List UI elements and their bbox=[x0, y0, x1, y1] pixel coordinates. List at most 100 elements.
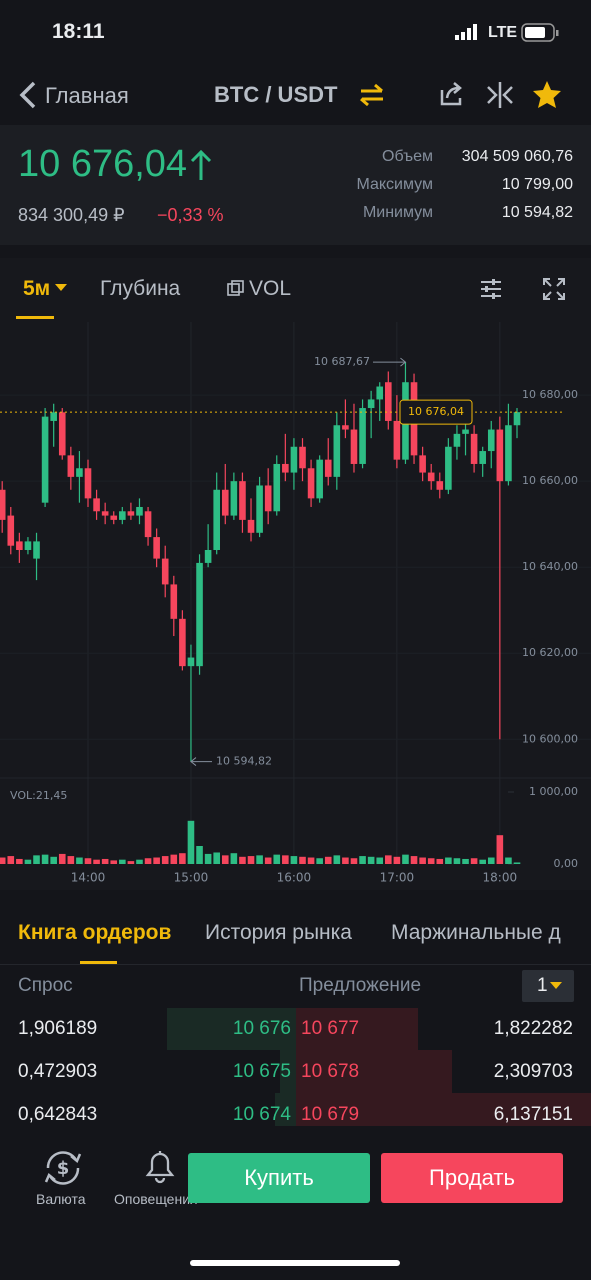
ask-depth-bar bbox=[296, 1093, 591, 1126]
volume-bar bbox=[273, 854, 281, 864]
settings-icon[interactable] bbox=[479, 277, 503, 301]
alerts-icon[interactable] bbox=[143, 1148, 177, 1184]
vol-tab[interactable]: VOL bbox=[249, 277, 292, 300]
share-icon[interactable] bbox=[438, 80, 466, 108]
candle-body bbox=[487, 429, 495, 452]
candle-body bbox=[359, 408, 366, 464]
candle-body bbox=[342, 425, 349, 430]
candle-body bbox=[119, 511, 126, 520]
stat-label: Минимум bbox=[362, 204, 433, 221]
candle-body bbox=[204, 550, 212, 563]
precision-select[interactable] bbox=[522, 970, 574, 1002]
candle-body bbox=[170, 584, 178, 619]
candle-body bbox=[179, 618, 186, 667]
volume-bar bbox=[350, 858, 358, 864]
volume-tick-label: 1 000,00 bbox=[529, 785, 578, 798]
precision-value[interactable]: 1 bbox=[537, 975, 548, 996]
candle-body bbox=[76, 468, 83, 477]
back-icon[interactable] bbox=[16, 80, 38, 110]
bid-amount: 0,642843 bbox=[18, 1104, 98, 1125]
candle-body bbox=[144, 511, 152, 538]
volume-bar bbox=[230, 853, 238, 864]
candlestick-chart: 14:00 15:00 16:00 17:00 18:00 10 680,00 10 660… bbox=[0, 322, 591, 885]
candle-body bbox=[50, 412, 57, 421]
ask-price: 10 677 bbox=[301, 1018, 360, 1039]
volume-bar bbox=[247, 856, 255, 864]
candle-body bbox=[33, 541, 40, 559]
x-tick-label: 17:00 bbox=[380, 871, 415, 885]
volume-bar bbox=[402, 854, 409, 864]
last-price: 10 676,04 bbox=[18, 143, 188, 185]
currency-icon[interactable]: $ bbox=[40, 1148, 86, 1188]
candle-body bbox=[282, 463, 289, 473]
volume-bar bbox=[239, 856, 246, 864]
pair-title[interactable]: BTC / USDT bbox=[214, 82, 338, 107]
order-book-tab[interactable]: Маржинальные д bbox=[391, 921, 561, 944]
volume-bar bbox=[299, 856, 306, 864]
ask-price: 10 678 bbox=[301, 1061, 360, 1082]
volume-bar bbox=[462, 858, 469, 864]
ask-header: Предложение bbox=[299, 975, 422, 996]
candle-body bbox=[58, 412, 66, 456]
fullscreen-icon[interactable] bbox=[542, 277, 566, 301]
stat-value: 10 799,00 bbox=[501, 176, 573, 193]
volume-bar bbox=[436, 858, 444, 864]
candle-body bbox=[496, 429, 504, 482]
volume-bar bbox=[221, 855, 229, 864]
bid-header: Спрос bbox=[18, 975, 73, 996]
back-button[interactable]: Главная bbox=[45, 83, 129, 108]
x-tick-label: 14:00 bbox=[71, 871, 106, 885]
candle-body bbox=[367, 399, 375, 409]
candle-body bbox=[264, 485, 272, 512]
candle-body bbox=[110, 515, 118, 520]
volume-bar bbox=[393, 856, 401, 864]
volume-bar bbox=[324, 856, 332, 864]
candle-body bbox=[479, 451, 486, 464]
volume-bar bbox=[170, 854, 178, 864]
volume-bar bbox=[342, 857, 349, 864]
favorite-star[interactable] bbox=[531, 79, 563, 109]
volume-bar bbox=[505, 857, 512, 864]
candle-body bbox=[7, 515, 15, 546]
order-book-tab[interactable]: Книга ордеров bbox=[18, 921, 172, 944]
x-tick-label: 16:00 bbox=[277, 871, 312, 885]
candle-body bbox=[256, 485, 263, 533]
currency-label[interactable]: Валюта bbox=[36, 1191, 86, 1207]
order-book-tab[interactable]: История рынка bbox=[205, 921, 352, 944]
volume-bar bbox=[213, 852, 220, 864]
volume-bar bbox=[427, 858, 435, 864]
arrow-head bbox=[190, 757, 197, 766]
volume-label: VOL:21,45 bbox=[10, 789, 67, 802]
candle-body bbox=[299, 446, 306, 469]
tab-underline bbox=[80, 961, 117, 964]
candle-body bbox=[67, 455, 75, 477]
ask-price: 10 679 bbox=[301, 1104, 360, 1125]
candle-body bbox=[273, 463, 281, 512]
sell-button[interactable]: Продать bbox=[381, 1153, 563, 1203]
volume-bar bbox=[76, 857, 83, 864]
bottom-bar bbox=[0, 1126, 591, 1280]
candle-body bbox=[445, 446, 452, 490]
alerts-label[interactable]: Оповещения bbox=[114, 1191, 198, 1207]
depth-tab[interactable]: Глубина bbox=[100, 277, 181, 300]
volume-bar bbox=[41, 854, 49, 864]
interval-tab[interactable]: 5м bbox=[23, 277, 51, 300]
volume-bar bbox=[333, 855, 341, 864]
svg-text:$: $ bbox=[57, 1158, 70, 1179]
volume-bar bbox=[119, 859, 126, 864]
volume-bar bbox=[58, 853, 66, 864]
bid-price: 10 674 bbox=[232, 1104, 291, 1125]
y-tick-label: 10 660,00 bbox=[522, 474, 578, 487]
swap-icon[interactable] bbox=[358, 82, 386, 108]
bid-amount: 0,472903 bbox=[18, 1061, 98, 1082]
buy-button[interactable]: Купить bbox=[188, 1153, 370, 1203]
volume-bar bbox=[0, 857, 6, 864]
network-type: LTE bbox=[488, 24, 518, 41]
split-icon[interactable] bbox=[485, 80, 515, 110]
y-tick-label: 10 600,00 bbox=[522, 732, 578, 745]
volume-bar bbox=[453, 858, 461, 864]
volume-bar bbox=[93, 859, 100, 864]
candle-body bbox=[127, 511, 135, 516]
